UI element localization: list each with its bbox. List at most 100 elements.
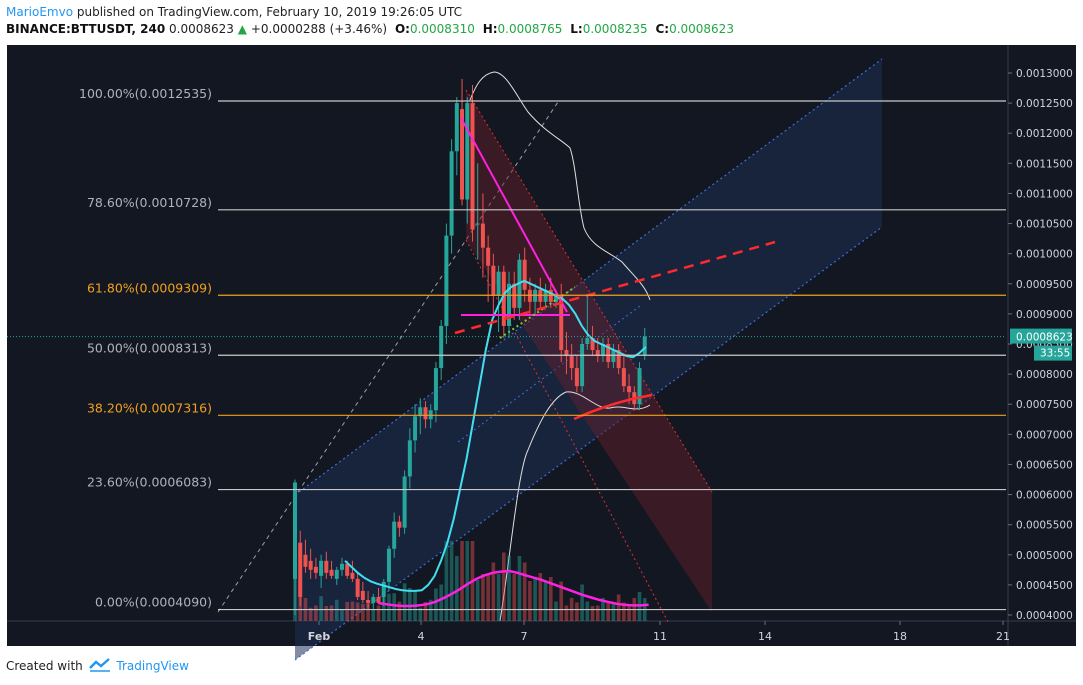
- time-tick-label: 7: [521, 630, 528, 643]
- symbol-label[interactable]: BINANCE:BTTUSDT, 240: [6, 22, 166, 36]
- volume-bar: [517, 556, 522, 621]
- fib-level-label: 23.60%(0.0006083): [87, 475, 212, 490]
- candle-body: [564, 350, 569, 357]
- candle-body: [496, 271, 501, 296]
- volume-bar: [444, 541, 449, 621]
- volume-bar: [460, 541, 464, 621]
- time-tick-label: Feb: [308, 630, 331, 643]
- axes-layer: 0.0013000 0.0012500 0.0012000 0.0011500 0.00…: [7, 68, 1073, 643]
- volume-bar: [606, 602, 610, 621]
- fib-level-label: 50.00%(0.0008313): [87, 340, 212, 355]
- close-value: 0.0008623: [669, 22, 734, 36]
- tradingview-brand[interactable]: TradingView: [116, 659, 189, 673]
- candle-body: [293, 482, 297, 579]
- volume-bar: [496, 574, 501, 621]
- volume-bar: [564, 605, 569, 621]
- volume-bar: [507, 555, 511, 621]
- author-link[interactable]: MarioEmvo: [6, 5, 74, 19]
- volume-bar: [486, 573, 490, 621]
- volume-bar: [376, 605, 381, 621]
- volume-bar: [366, 603, 370, 621]
- footer: Created with TradingView: [6, 658, 189, 675]
- candle-body: [606, 344, 611, 363]
- candle-body: [334, 569, 339, 579]
- countdown-badge: [1034, 345, 1072, 361]
- volume-bar: [548, 577, 553, 621]
- volume-bar: [408, 588, 412, 621]
- price-tick-label: 0.0012500: [1016, 98, 1073, 110]
- volume-bar: [491, 562, 496, 621]
- candle-body: [313, 566, 318, 573]
- volume-bar: [361, 603, 365, 621]
- close-label: C:: [655, 22, 670, 36]
- falling-channel-upper: [465, 89, 713, 493]
- volume-bar: [512, 574, 517, 621]
- price-tick-label: 0.0005000: [1016, 550, 1073, 562]
- price-tick-label: 0.0009500: [1016, 279, 1073, 291]
- high-value: 0.0008765: [497, 22, 563, 36]
- candle-body: [324, 560, 329, 573]
- candle-body: [465, 103, 470, 200]
- volume-bar: [475, 580, 480, 621]
- volume-bar: [397, 601, 402, 621]
- price-tick-label: 0.0004500: [1016, 580, 1073, 592]
- candle-body: [480, 223, 485, 248]
- volume-bar: [355, 602, 360, 621]
- volume-bar: [575, 602, 579, 621]
- candle-body: [621, 368, 626, 387]
- candle-body: [376, 596, 381, 603]
- falling-channel-lower: [465, 239, 669, 623]
- candle-body: [413, 416, 418, 441]
- price-tick-label: 0.0013000: [1016, 68, 1073, 80]
- candle-body: [600, 344, 605, 357]
- trend-line-dashed: [217, 101, 559, 613]
- candle-body: [507, 283, 512, 326]
- candle-body: [559, 295, 564, 351]
- volume-bar: [340, 609, 344, 621]
- candle-body: [386, 548, 391, 582]
- candle-body: [470, 103, 475, 230]
- price-tick-label: 0.0005500: [1016, 520, 1073, 532]
- candle-body: [439, 325, 444, 369]
- fib-level-label: 0.00%(0.0004090): [95, 595, 212, 610]
- candle-body: [491, 265, 496, 296]
- candle-body: [407, 440, 412, 477]
- candle-body: [574, 368, 579, 387]
- volume-bar: [455, 556, 459, 621]
- candle-body: [433, 368, 438, 411]
- volume-bar: [622, 602, 626, 621]
- fib-level-label: 61.80%(0.0009309): [87, 280, 212, 295]
- volume-bar: [533, 577, 537, 621]
- volume-bar: [329, 605, 334, 621]
- fib-level-label: 38.20%(0.0007316): [87, 400, 212, 415]
- tradingview-logo-icon[interactable]: [88, 658, 111, 675]
- grid-layer: [7, 45, 1076, 646]
- up-arrow-icon: ▲: [237, 22, 247, 36]
- volume-bar: [449, 541, 454, 621]
- candle-body: [642, 336, 647, 356]
- price-tick-label: 0.0011000: [1016, 188, 1073, 200]
- countdown-label: 33:55: [1040, 348, 1070, 360]
- volume-bar: [522, 562, 527, 621]
- price-tick-label: 0.0011500: [1016, 158, 1073, 170]
- low-label: L:: [570, 22, 583, 36]
- candle-body: [402, 476, 407, 528]
- candle-body: [371, 596, 376, 603]
- volume-bar: [502, 552, 506, 621]
- volume-bar: [381, 596, 386, 621]
- price-tick-label: 0.0010000: [1016, 249, 1073, 261]
- candle-body: [580, 344, 585, 387]
- candle-body: [554, 295, 558, 302]
- candle-body: [501, 271, 506, 326]
- time-tick-label: 21: [996, 630, 1010, 643]
- volume-bar: [324, 606, 329, 621]
- volume-bar: [585, 601, 590, 621]
- volume-bar: [439, 584, 443, 621]
- publish-info: published on TradingView.com, February 1…: [76, 5, 463, 19]
- candle-body: [522, 259, 527, 290]
- volume-bar: [423, 602, 428, 621]
- price-tick-label: 0.0006500: [1016, 459, 1073, 471]
- volume-bar: [481, 574, 485, 621]
- volume-bar: [350, 601, 355, 621]
